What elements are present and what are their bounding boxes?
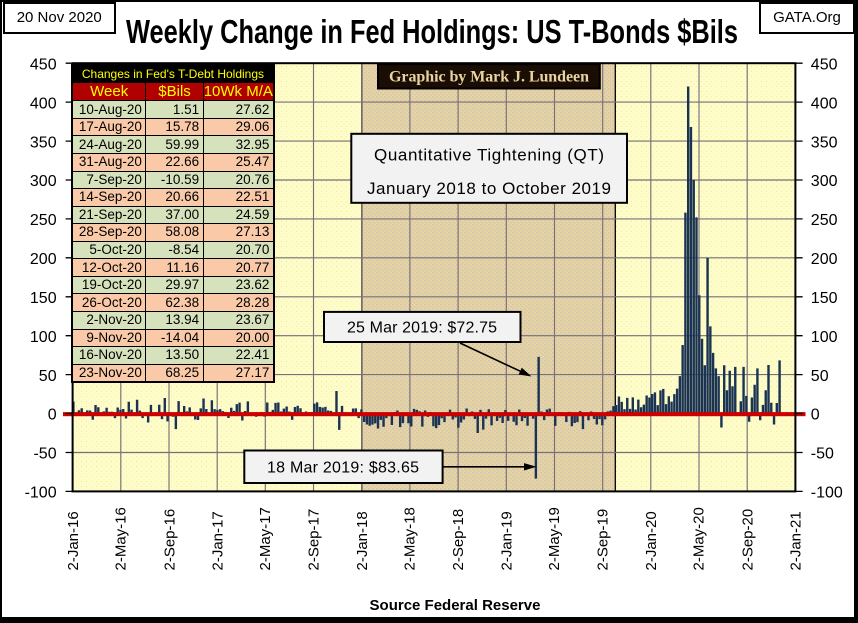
svg-text:2-Jan-16: 2-Jan-16 bbox=[65, 511, 82, 570]
svg-text:400: 400 bbox=[30, 95, 57, 112]
svg-text:350: 350 bbox=[30, 134, 57, 151]
svg-text:2-Jan-17: 2-Jan-17 bbox=[210, 511, 227, 570]
svg-text:2-Jan-21: 2-Jan-21 bbox=[788, 511, 805, 570]
svg-text:250: 250 bbox=[811, 212, 838, 229]
svg-text:2-Jan-18: 2-Jan-18 bbox=[354, 511, 371, 570]
svg-text:100: 100 bbox=[811, 329, 838, 346]
svg-text:200: 200 bbox=[811, 251, 838, 268]
svg-text:200: 200 bbox=[30, 251, 57, 268]
svg-text:25 Mar 2019: $72.75: 25 Mar 2019: $72.75 bbox=[347, 320, 497, 337]
svg-text:2-Jan-19: 2-Jan-19 bbox=[498, 511, 515, 570]
svg-text:-100: -100 bbox=[25, 485, 57, 502]
svg-text:-50: -50 bbox=[33, 446, 56, 463]
svg-text:-50: -50 bbox=[811, 446, 834, 463]
svg-text:2-May-18: 2-May-18 bbox=[402, 507, 419, 570]
svg-text:50: 50 bbox=[811, 368, 829, 385]
svg-text:Graphic by Mark J. Lundeen: Graphic by Mark J. Lundeen bbox=[389, 69, 589, 86]
svg-text:350: 350 bbox=[811, 134, 838, 151]
svg-text:400: 400 bbox=[811, 95, 838, 112]
svg-text:250: 250 bbox=[30, 212, 57, 229]
svg-text:50: 50 bbox=[39, 368, 57, 385]
svg-text:2-Sep-20: 2-Sep-20 bbox=[739, 509, 756, 571]
svg-text:450: 450 bbox=[30, 56, 57, 73]
svg-text:100: 100 bbox=[30, 329, 57, 346]
svg-text:Quantitative Tightening (QT): Quantitative Tightening (QT) bbox=[374, 146, 604, 165]
svg-text:300: 300 bbox=[30, 173, 57, 190]
svg-text:2-May-16: 2-May-16 bbox=[113, 507, 130, 570]
svg-text:-100: -100 bbox=[811, 485, 843, 502]
svg-text:2-May-19: 2-May-19 bbox=[546, 507, 563, 570]
svg-text:January 2018 to October 2019: January 2018 to October 2019 bbox=[367, 179, 611, 198]
svg-text:300: 300 bbox=[811, 173, 838, 190]
svg-text:150: 150 bbox=[30, 290, 57, 307]
svg-text:2-Sep-18: 2-Sep-18 bbox=[450, 509, 467, 571]
svg-text:2-Sep-17: 2-Sep-17 bbox=[306, 509, 323, 571]
svg-text:2-Jan-20: 2-Jan-20 bbox=[643, 511, 660, 570]
svg-text:150: 150 bbox=[811, 290, 838, 307]
svg-text:2-May-17: 2-May-17 bbox=[257, 507, 274, 570]
svg-text:Weekly Change in Fed Holdings:: Weekly Change in Fed Holdings: US T-Bond… bbox=[126, 13, 738, 50]
svg-text:450: 450 bbox=[811, 56, 838, 73]
svg-text:0: 0 bbox=[48, 407, 57, 424]
svg-text:2-Sep-19: 2-Sep-19 bbox=[595, 509, 612, 571]
svg-text:18 Mar 2019: $83.65: 18 Mar 2019: $83.65 bbox=[267, 459, 419, 476]
svg-text:2-Sep-16: 2-Sep-16 bbox=[161, 509, 178, 571]
svg-text:2-May-20: 2-May-20 bbox=[691, 507, 708, 570]
svg-text:0: 0 bbox=[811, 407, 820, 424]
